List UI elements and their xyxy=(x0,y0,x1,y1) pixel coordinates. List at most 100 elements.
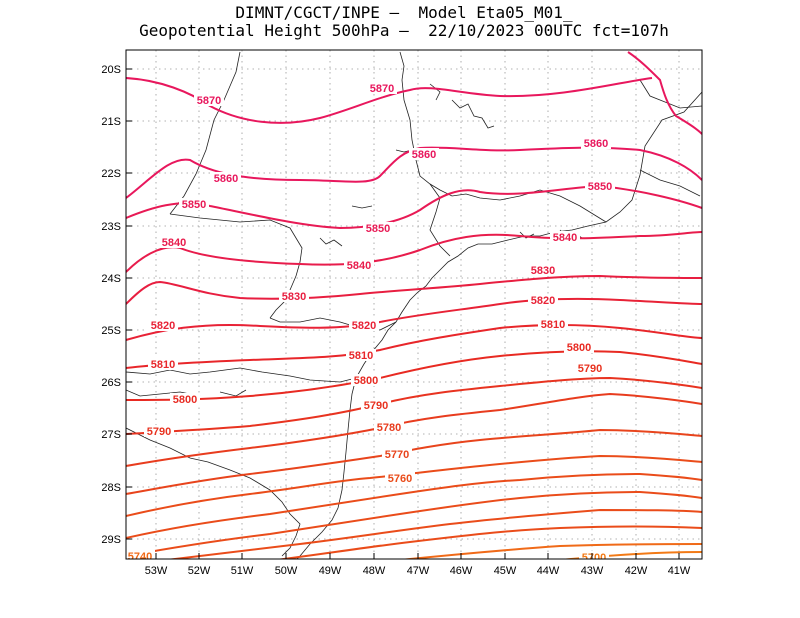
lon-tick-label: 50W xyxy=(275,565,298,577)
lon-tick-label: 48W xyxy=(363,565,386,577)
contour-label: 5840 xyxy=(347,260,371,272)
contour-label-background xyxy=(170,393,200,405)
contour-label-background xyxy=(126,550,155,559)
contour-5820: 5820 5820 5820 xyxy=(126,294,702,341)
contour-label-background xyxy=(144,425,174,437)
lon-tick-label: 49W xyxy=(319,565,342,577)
plot-frame xyxy=(125,49,703,560)
contour-label: 5700 xyxy=(582,552,606,564)
contour-line xyxy=(126,472,702,539)
contour-label-background xyxy=(148,319,178,331)
contour-label: 5760 xyxy=(388,473,412,485)
height-contours: 5870587058605860586058505850585058405840… xyxy=(126,51,702,564)
lat-tick-label: 26S xyxy=(101,377,121,389)
contour-label-background xyxy=(564,341,594,353)
contour-5810: 5810 5810 5810 xyxy=(126,318,702,371)
lon-tick-label: 52W xyxy=(188,565,211,577)
contour-line xyxy=(126,231,702,273)
axis-ticks: 20S 21S 22S 23S 24S 25S 26S 27S 28S 29S 53W 52W 51W 5… xyxy=(101,64,691,577)
contour-5830: 5830 5830 xyxy=(126,264,702,305)
contour-line xyxy=(560,551,702,559)
contour-5850: 5850 5850 5850 xyxy=(126,180,702,235)
contour-label: 5850 xyxy=(182,199,206,211)
lon-tick-label: 47W xyxy=(407,565,430,577)
contour-5800: 5800 5800 5800 xyxy=(126,341,702,406)
contour-5770: 5770 xyxy=(126,428,702,495)
lat-tick-label: 22S xyxy=(101,168,121,180)
contour-label-background xyxy=(194,94,224,106)
contour-5740: 5740 xyxy=(126,543,702,563)
contour-label: 5860 xyxy=(412,149,436,161)
contour-label: 5740 xyxy=(128,551,152,563)
contour-label: 5860 xyxy=(584,138,608,150)
contour-line xyxy=(627,51,702,135)
contour-label: 5810 xyxy=(349,350,373,362)
map-title-line-2: Geopotential Height 500hPa – 22/10/2023 … xyxy=(139,21,669,40)
contour-label-background xyxy=(148,358,178,370)
lon-tick-label: 41W xyxy=(668,565,691,577)
contour-line xyxy=(126,350,702,401)
contour-line xyxy=(126,324,702,369)
contour-label: 5860 xyxy=(214,173,238,185)
contour-label: 5810 xyxy=(151,359,175,371)
contour-line xyxy=(276,525,702,559)
contour-label: 5820 xyxy=(352,320,376,332)
contour-label: 5830 xyxy=(282,291,306,303)
lat-tick-label: 24S xyxy=(101,273,121,285)
contour-label-background xyxy=(528,294,558,306)
contour-label-background xyxy=(367,82,397,94)
contour-label: 5800 xyxy=(173,394,197,406)
contour-label-background xyxy=(349,319,379,331)
lon-tick-label: 43W xyxy=(581,565,604,577)
contour-label: 5800 xyxy=(354,375,378,387)
contour-label: 5780 xyxy=(377,422,401,434)
lat-tick-label: 29S xyxy=(101,534,121,546)
lon-tick-label: 45W xyxy=(494,565,517,577)
contour-line xyxy=(399,543,702,559)
contour-label-background xyxy=(585,180,615,192)
contour-label-background xyxy=(579,551,609,559)
contour-5780: 5780 xyxy=(126,392,702,467)
contour-line xyxy=(166,508,702,559)
contour-5760: 5760 xyxy=(126,454,702,559)
contour-5840: 5840 5840 5840 xyxy=(126,231,702,273)
contour-label-background xyxy=(575,362,605,374)
contour-label-background xyxy=(361,399,391,411)
contour-label: 5840 xyxy=(553,232,577,244)
lon-tick-label: 46W xyxy=(450,565,473,577)
lon-tick-label: 51W xyxy=(231,565,254,577)
lat-tick-label: 25S xyxy=(101,325,121,337)
contour-label-background xyxy=(538,318,568,330)
contour-label: 5840 xyxy=(162,237,186,249)
contour-label-background xyxy=(351,374,381,386)
contour-label-background xyxy=(550,231,580,243)
contour-label: 5800 xyxy=(567,342,591,354)
lat-tick-label: 23S xyxy=(101,221,121,233)
contour-label: 5850 xyxy=(366,223,390,235)
contour-label: 5790 xyxy=(578,363,602,375)
contour-label: 5870 xyxy=(197,95,221,107)
contour-label: 5770 xyxy=(385,449,409,461)
contour-5700: 5700 xyxy=(560,551,702,564)
contour-label-background xyxy=(363,222,393,234)
graticule xyxy=(126,50,702,559)
contour-line xyxy=(126,454,702,517)
contour-label: 5850 xyxy=(588,181,612,193)
contour-label: 5790 xyxy=(147,426,171,438)
contour-line xyxy=(126,428,702,495)
contour-line xyxy=(126,392,702,467)
lon-tick-label: 53W xyxy=(145,565,168,577)
contour-label: 5820 xyxy=(531,295,555,307)
contour-label: 5870 xyxy=(370,83,394,95)
contour-label-background xyxy=(409,148,439,160)
contour-label-background xyxy=(528,264,558,276)
contour-label-background xyxy=(159,236,189,248)
contour-label-background xyxy=(179,198,209,210)
lat-tick-label: 28S xyxy=(101,482,121,494)
contour-label-background xyxy=(211,172,241,184)
lon-tick-label: 42W xyxy=(625,565,648,577)
contour-line xyxy=(126,376,702,435)
contour-label: 5810 xyxy=(541,319,565,331)
map-title-line-1: DIMNT/CGCT/INPE – Model Eta05_M01_ xyxy=(235,3,573,22)
